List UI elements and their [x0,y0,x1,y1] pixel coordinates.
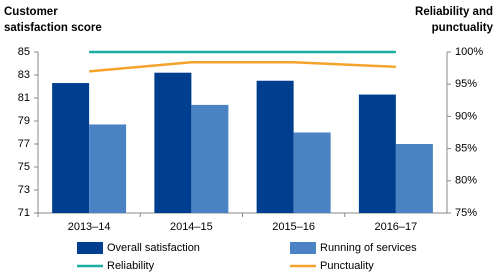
y2-axis-title: Reliability and [415,6,493,18]
y2-tick-label: 85% [455,143,477,155]
legend-swatch [77,242,103,254]
bar [395,144,433,213]
legend-label: Reliability [107,260,155,272]
y-tick-label: 81 [18,92,30,104]
y2-tick-label: 100% [455,46,483,58]
bar [52,83,90,213]
line [89,61,396,73]
y2-tick-label: 80% [455,175,477,187]
y-tick-label: 79 [18,115,30,127]
y-tick-label: 77 [18,138,30,150]
y2-axis-title: punctuality [432,22,494,34]
legend-label: Overall satisfaction [107,242,200,254]
y-tick-label: 73 [18,184,30,196]
x-tick-label: 2015–16 [272,221,315,233]
x-tick-label: 2016–17 [374,221,417,233]
y-tick-label: 83 [18,69,30,81]
legend-label: Running of services [320,242,417,254]
legend-swatch [290,242,316,254]
y-axis-title: satisfaction score [4,22,102,34]
bar [256,80,294,213]
legend-label: Punctuality [320,260,374,272]
bar [154,72,192,213]
y2-tick-label: 90% [455,110,477,122]
x-tick-label: 2014–15 [170,221,213,233]
bar [358,94,396,213]
bar [191,104,229,213]
bar [89,124,127,213]
y-tick-label: 71 [18,207,30,219]
y-tick-label: 75 [18,161,30,173]
y-tick-label: 85 [18,46,30,58]
x-tick-label: 2013–14 [68,221,111,233]
y2-tick-label: 75% [455,207,477,219]
y-axis-title: Customer [4,6,58,18]
y2-tick-label: 95% [455,78,477,90]
bar [293,132,331,213]
